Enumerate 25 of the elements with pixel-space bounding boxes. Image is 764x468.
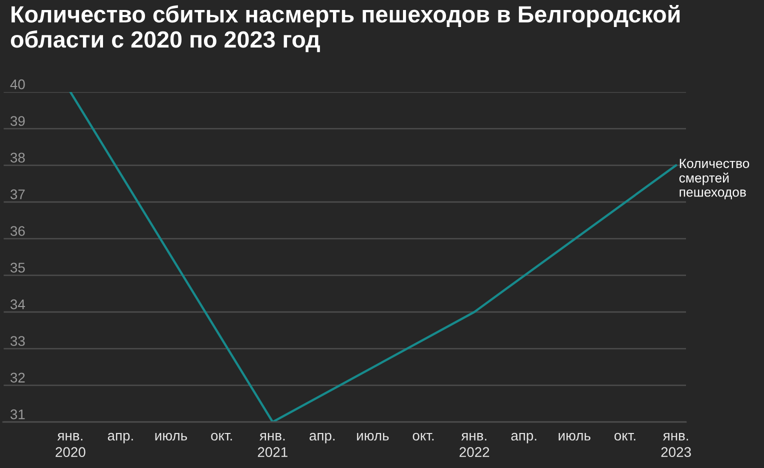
x-tick-label: окт. — [412, 432, 434, 441]
y-tick-label: 31 — [10, 409, 25, 420]
x-tick-label: июль — [357, 432, 389, 441]
chart-title: Количество сбитых насмерть пешеходов в Белгородской области с 2020 по 2023 год — [10, 5, 680, 52]
x-tick-label: апр. — [511, 432, 536, 444]
x-tick-label: янв. 2022 — [460, 433, 490, 458]
x-tick-label: апр. — [108, 432, 133, 444]
y-tick-label: 39 — [10, 116, 25, 126]
y-tick-label: 37 — [10, 189, 25, 200]
y-tick-label: 36 — [10, 226, 25, 236]
x-tick-label: июль — [558, 432, 590, 441]
x-tick-label: янв. 2020 — [56, 433, 86, 458]
x-tick-label: окт. — [614, 432, 636, 441]
y-tick-label: 40 — [10, 79, 25, 90]
x-tick-label: апр. — [310, 432, 335, 444]
y-tick-label: 38 — [10, 152, 25, 163]
series-label: Количество смертей пешеходов — [679, 158, 750, 200]
y-tick-label: 34 — [10, 299, 25, 310]
y-tick-label: 32 — [10, 372, 25, 383]
y-tick-label: 35 — [10, 262, 25, 273]
x-tick-label: янв. 2021 — [258, 433, 288, 458]
x-tick-label: июль — [155, 432, 188, 441]
y-tick-label: 33 — [10, 336, 25, 346]
x-tick-label: янв. 2023 — [661, 433, 691, 458]
x-tick-label: окт. — [211, 432, 232, 441]
